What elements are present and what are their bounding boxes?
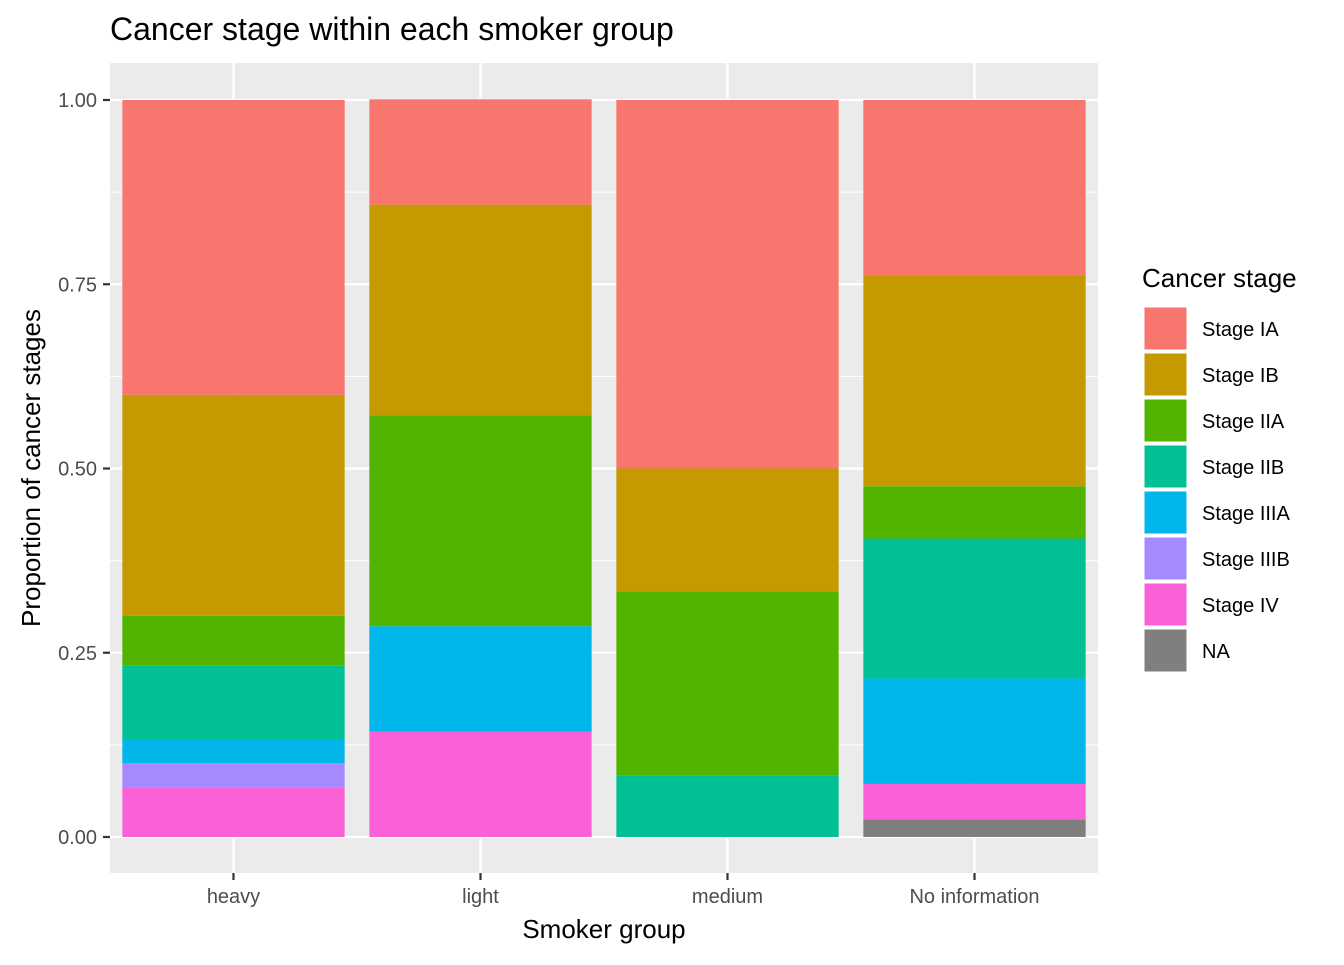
- bar-segment-no-information-stage-ia: [863, 100, 1086, 276]
- legend-key: [1143, 398, 1188, 443]
- bar-segment-no-information-na: [863, 819, 1086, 837]
- bar-segment-heavy-stage-ia: [122, 100, 345, 395]
- bar-segment-medium-stage-ia: [616, 100, 839, 469]
- x-tick-label: light: [462, 886, 499, 908]
- bar-segment-no-information-stage-ib: [863, 275, 1086, 487]
- bar-segment-light-stage-iv: [369, 731, 592, 837]
- x-tick-label: medium: [692, 886, 763, 908]
- legend-label: Stage IV: [1202, 595, 1279, 617]
- legend-label: Stage IIA: [1202, 411, 1285, 433]
- y-tick-label: 0.75: [58, 274, 97, 296]
- bar-segment-heavy-stage-iia: [122, 615, 345, 666]
- y-tick-label: 0.50: [58, 459, 97, 481]
- y-axis: 0.00 0.25 0.50 0.75 1.00: [58, 90, 110, 849]
- legend-title: Cancer stage: [1142, 263, 1297, 293]
- legend-label: NA: [1202, 641, 1230, 663]
- bar-segment-heavy-stage-iiia: [122, 738, 345, 764]
- bar-segment-no-information-stage-iiia: [863, 678, 1086, 784]
- bar-segment-light-stage-ia: [369, 99, 592, 205]
- y-tick-label: 0.25: [58, 643, 97, 665]
- bar-segment-no-information-stage-iib: [863, 538, 1086, 679]
- bar-segment-medium-stage-ib: [616, 468, 839, 592]
- legend-label: Stage IIIA: [1202, 503, 1290, 525]
- bar-segment-light-stage-ib: [369, 204, 592, 416]
- legend-key: [1143, 444, 1188, 489]
- y-tick-label: 0.00: [58, 827, 97, 849]
- bar-segment-heavy-stage-ib: [122, 394, 345, 616]
- legend-key: [1143, 582, 1188, 627]
- legend-key: [1143, 536, 1188, 581]
- legend-key: [1143, 306, 1188, 351]
- x-tick-label: heavy: [207, 886, 260, 908]
- bar-segment-light-stage-iia: [369, 415, 592, 627]
- legend-key: [1143, 490, 1188, 535]
- legend: Cancer stage Stage IA Stage IB Stage IIA St…: [1142, 263, 1297, 673]
- x-axis-title: Smoker group: [522, 914, 685, 944]
- legend-key: [1143, 352, 1188, 397]
- bar-segment-no-information-stage-iia: [863, 486, 1086, 539]
- legend-label: Stage IIB: [1202, 457, 1284, 479]
- y-tick-label: 1.00: [58, 90, 97, 112]
- bar-segment-no-information-stage-iv: [863, 783, 1086, 820]
- legend-label: Stage IB: [1202, 365, 1279, 387]
- bar-segment-heavy-stage-iiib: [122, 763, 345, 788]
- legend-label: Stage IA: [1202, 319, 1279, 341]
- bar-segment-medium-stage-iib: [616, 775, 839, 837]
- plot-area: [110, 63, 1098, 873]
- legend-label: Stage IIIB: [1202, 549, 1290, 571]
- legend-key: [1143, 628, 1188, 673]
- x-tick-label: No information: [909, 886, 1039, 908]
- y-axis-title: Proportion of cancer stages: [16, 309, 46, 627]
- chart-title: Cancer stage within each smoker group: [110, 11, 674, 47]
- bar-segment-medium-stage-iia: [616, 591, 839, 776]
- x-axis: heavy light medium No information: [207, 873, 1040, 908]
- bar-segment-heavy-stage-iib: [122, 665, 345, 739]
- bar-segment-light-stage-iiia: [369, 626, 592, 732]
- bar-segment-heavy-stage-iv: [122, 787, 345, 837]
